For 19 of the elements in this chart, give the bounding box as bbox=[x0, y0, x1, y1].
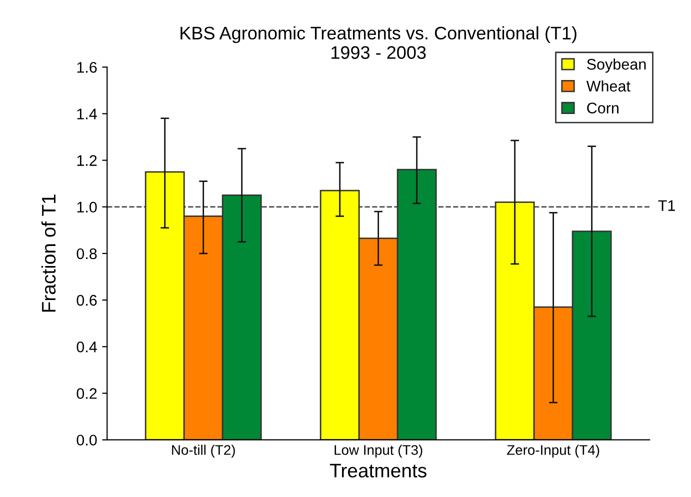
legend-label: Corn bbox=[587, 102, 618, 114]
legend-label: Soybean bbox=[587, 58, 646, 73]
y-tick-label: 0.0 bbox=[76, 434, 97, 446]
x-tick-label: Low Input (T3) bbox=[334, 444, 422, 458]
y-tick-label: 0.4 bbox=[76, 342, 97, 352]
legend-label: Wheat bbox=[586, 80, 630, 92]
y-tick-label: 1.6 bbox=[77, 62, 97, 73]
y-tick-label: 1.0 bbox=[77, 202, 97, 213]
y-tick-label: 0.8 bbox=[76, 248, 97, 260]
x-tick-label: No-till (T2) bbox=[172, 444, 235, 458]
y-axis-title: Fraction of T1 bbox=[41, 194, 56, 312]
y-tick-label: 1.4 bbox=[77, 108, 97, 120]
y-tick-label: 0.6 bbox=[76, 294, 97, 306]
y-tick-label: 1.2 bbox=[77, 155, 97, 166]
chart-title: KBS Agronomic Treatments vs. Conventional (T1) 1993 - 2003 bbox=[180, 26, 576, 59]
x-axis-title: Treatments bbox=[330, 464, 426, 478]
ref-line-label: T1 bbox=[658, 200, 675, 211]
x-tick-label: Zero-Input (T4) bbox=[507, 444, 600, 458]
y-tick-label: 0.2 bbox=[76, 388, 97, 399]
